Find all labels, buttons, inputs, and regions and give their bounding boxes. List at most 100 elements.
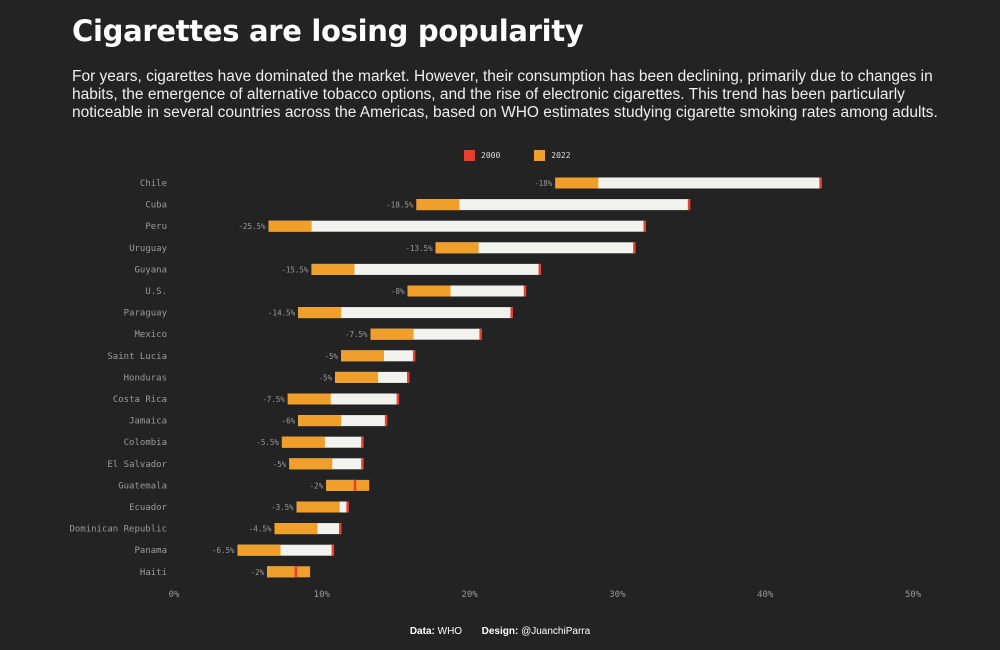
legend-swatch-2000 xyxy=(464,150,475,161)
category-label: Colombia xyxy=(124,438,167,448)
category-label: Paraguay xyxy=(124,309,168,319)
category-label: Jamaica xyxy=(129,417,167,427)
change-label: -25.5% xyxy=(238,222,266,231)
x-tick-label: 10% xyxy=(314,590,331,600)
footer-data-label: Data: xyxy=(409,626,435,637)
x-tick-label: 50% xyxy=(905,590,922,600)
change-label: -13.5% xyxy=(406,244,434,253)
bar-2022 xyxy=(268,220,312,232)
bar-2022 xyxy=(237,544,281,556)
category-label: Peru xyxy=(145,222,167,232)
category-label: Guyana xyxy=(134,265,167,275)
bar-2022 xyxy=(289,458,333,470)
change-label: -5% xyxy=(273,460,287,469)
change-label: -2% xyxy=(251,568,265,577)
bar-2000 xyxy=(396,393,400,405)
category-label: Honduras xyxy=(124,373,167,383)
bar-2022 xyxy=(555,177,599,189)
bar-2000 xyxy=(412,350,416,362)
chart-title: Cigarettes are losing popularity xyxy=(72,14,584,48)
bar-2022 xyxy=(274,523,318,535)
bar-2000 xyxy=(339,523,342,535)
bar-2022 xyxy=(298,415,342,427)
x-tick-label: 20% xyxy=(461,590,478,600)
bar-2022 xyxy=(326,479,370,491)
legend-item-2000: 2000 xyxy=(464,150,500,161)
bar-2022 xyxy=(287,393,331,405)
category-label: Mexico xyxy=(134,330,167,340)
bar-2000 xyxy=(687,199,691,211)
bar-2022 xyxy=(296,501,340,513)
bar-2000 xyxy=(407,371,410,383)
category-label: Costa Rica xyxy=(113,395,167,405)
bar-2000 xyxy=(538,263,542,275)
category-label: El Salvador xyxy=(107,460,167,470)
legend: 2000 2022 xyxy=(464,150,571,161)
category-label: Uruguay xyxy=(129,244,168,254)
change-label: -14.5% xyxy=(268,309,296,318)
bar-2022 xyxy=(407,285,451,297)
change-label: -7.5% xyxy=(262,395,285,404)
change-label: -18% xyxy=(534,179,553,188)
bar-2022 xyxy=(311,263,355,275)
footer-credits: Data: WHO Design: @JuanchiParra xyxy=(0,626,1000,637)
change-label: -3.5% xyxy=(271,503,294,512)
change-label: -4.5% xyxy=(249,525,272,534)
bar-2000 xyxy=(294,566,298,578)
dumbbell-bar-chart: Chile -18% Cuba -18.5% Peru -25.5% Uruguay -13.… xyxy=(69,177,922,600)
category-label: Chile xyxy=(140,179,167,189)
legend-label-2000: 2000 xyxy=(481,151,501,160)
change-label: -5% xyxy=(324,352,338,361)
change-bar xyxy=(555,177,822,189)
change-bar xyxy=(370,328,482,340)
x-tick-label: 0% xyxy=(169,590,180,600)
bar-2022 xyxy=(435,242,479,254)
bar-2000 xyxy=(353,479,357,491)
change-label: -18.5% xyxy=(386,201,414,210)
change-label: -15.5% xyxy=(281,265,309,274)
change-bar xyxy=(287,393,399,405)
category-label: Haiti xyxy=(140,568,167,578)
bar-2000 xyxy=(384,415,388,427)
category-label: Dominican Republic xyxy=(69,525,167,535)
footer-design-label: Design: xyxy=(481,626,519,637)
change-bar xyxy=(237,544,334,556)
bar-2022 xyxy=(335,371,379,383)
bar-2022 xyxy=(370,328,414,340)
x-tick-label: 40% xyxy=(757,590,774,600)
bar-2022 xyxy=(267,566,311,578)
legend-swatch-2022 xyxy=(534,150,546,161)
legend-item-2022: 2022 xyxy=(534,150,571,161)
change-label: -2% xyxy=(310,481,324,490)
bar-2000 xyxy=(361,436,364,448)
change-bar xyxy=(268,220,646,232)
bar-2000 xyxy=(643,220,646,232)
change-bar xyxy=(435,242,636,254)
bar-2000 xyxy=(331,544,335,556)
bar-2000 xyxy=(479,328,482,340)
bar-2022 xyxy=(341,350,385,362)
category-label: Saint Lucia xyxy=(107,352,167,362)
bar-2022 xyxy=(298,307,342,319)
bar-2000 xyxy=(523,285,527,297)
chart-subtitle: For years, cigarettes have dominated the… xyxy=(72,68,938,121)
legend-label-2022: 2022 xyxy=(551,151,571,160)
bar-2000 xyxy=(346,501,349,513)
change-bar xyxy=(298,415,387,427)
bar-2000 xyxy=(819,177,822,189)
change-label: -5% xyxy=(319,373,333,382)
change-label: -6% xyxy=(282,417,296,426)
footer-design-value: @JuanchiParra xyxy=(521,626,591,637)
footer-data-value: WHO xyxy=(437,626,463,637)
change-bar xyxy=(298,307,513,319)
change-bar xyxy=(407,285,526,297)
change-label: -7.5% xyxy=(345,330,368,339)
bar-2000 xyxy=(361,458,364,470)
x-tick-label: 30% xyxy=(609,590,626,600)
change-label: -5.5% xyxy=(256,438,279,447)
bar-2000 xyxy=(510,307,513,319)
change-bar xyxy=(311,263,541,275)
change-bar xyxy=(416,199,690,211)
change-label: -6.5% xyxy=(212,546,235,555)
category-label: Guatemala xyxy=(118,481,167,491)
